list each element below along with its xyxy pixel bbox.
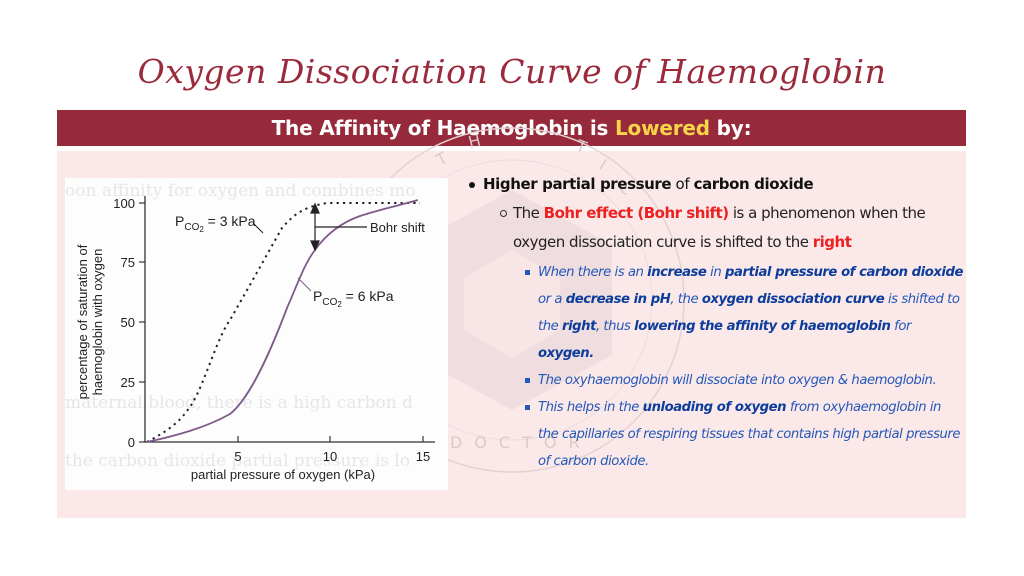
circle-bullet-icon [500,210,507,217]
svg-text:the carbon dioxide partial pre: the carbon dioxide partial pressure is l… [65,451,410,471]
y-axis-label-line1: percentage of saturation of [75,244,90,399]
emphasis-text: partial pressure of carbon dioxide [725,265,963,280]
l1-text: of [671,175,694,193]
svg-text:maternal blood, there is a hig: maternal blood, there is a high carbon d [65,393,413,413]
bullet-level3: The oxyhaemoglobin will dissociate into … [525,367,963,394]
banner-suffix: by: [709,116,752,140]
y-axis-label-line2: haemoglobin with oxygen [90,249,105,396]
body-text: , the [670,292,702,307]
y-tick-100: 100 [113,196,135,211]
emphasis-text: lowering the affinity of haemoglobin [634,319,891,334]
section-banner: The Affinity of Haemoglobin is Lowered b… [57,110,966,146]
y-tick-25: 25 [121,375,135,390]
banner-prefix: The Affinity of Haemoglobin is [271,116,615,140]
body-text: The oxyhaemoglobin will dissociate into … [538,373,937,388]
square-bullet-icon [525,270,530,275]
notes-list: Higher partial pressure of carbon dioxid… [466,170,966,475]
x-tick-5: 5 [234,449,241,464]
y-tick-75: 75 [121,255,135,270]
curve-pco2-3kpa [146,202,420,443]
body-text: from oxyhaemoglobin in the capillaries o… [538,400,961,469]
banner-highlight: Lowered [615,116,710,140]
square-bullet-icon [525,378,530,383]
oxygen-dissociation-chart: oon affinity for oxygen and combines mo … [65,178,448,490]
body-text: or a [538,292,566,307]
l1-bold-2: carbon dioxide [693,175,814,193]
level3-list: When there is an increase in partial pre… [466,259,966,475]
y-tick-0: 0 [128,435,135,450]
bullet-level3: This helps in the unloading of oxygen fr… [525,394,963,475]
bullet-level2: The Bohr effect (Bohr shift) is a phenom… [500,199,953,257]
svg-text:oon affinity for oxygen and co: oon affinity for oxygen and combines mo [65,181,416,201]
bohr-shift-label: Bohr shift [370,220,425,235]
body-text: for [890,319,911,334]
x-axis-label: partial pressure of oxygen (kPa) [191,467,375,482]
bullet-level3: When there is an increase in partial pre… [525,259,963,367]
bohr-shift-arrow [310,202,367,252]
x-tick-10: 10 [323,449,337,464]
l2-text-2: is a phenomenon when the oxygen dissocia… [513,204,926,251]
bullet-level1: Higher partial pressure of carbon dioxid… [466,170,966,198]
body-text: in [706,265,726,280]
label-pco2-6kpa: PCO2 = 6 kPa [313,288,394,309]
square-bullet-icon [525,405,530,410]
l2-red-1: Bohr effect (Bohr shift) [543,204,729,222]
slide-title: Oxygen Dissociation Curve of Haemoglobin [137,52,887,91]
curve-pco2-6kpa [146,199,419,443]
background-scan-text: oon affinity for oxygen and combines mo … [65,181,416,471]
emphasis-text: oxygen dissociation curve [701,292,885,307]
l2-red-2: right [812,233,852,251]
y-tick-50: 50 [121,315,135,330]
label-pco2-3kpa: PCO2 = 3 kPa [175,213,256,234]
emphasis-text: right [562,319,596,334]
chart-canvas: oon affinity for oxygen and combines mo … [65,181,435,482]
body-text: When there is an [538,265,648,280]
body-text: , thus [595,319,635,334]
emphasis-text: oxygen. [538,346,594,361]
l2-text-1: The [513,204,544,222]
emphasis-text: decrease in pH [565,292,671,307]
emphasis-text: unloading of oxygen [642,400,787,415]
x-tick-15: 15 [416,449,430,464]
l1-bold-1: Higher partial pressure [483,175,672,193]
body-text: is shifted to the [538,292,960,334]
emphasis-text: increase [647,265,707,280]
body-text: This helps in the [538,400,643,415]
